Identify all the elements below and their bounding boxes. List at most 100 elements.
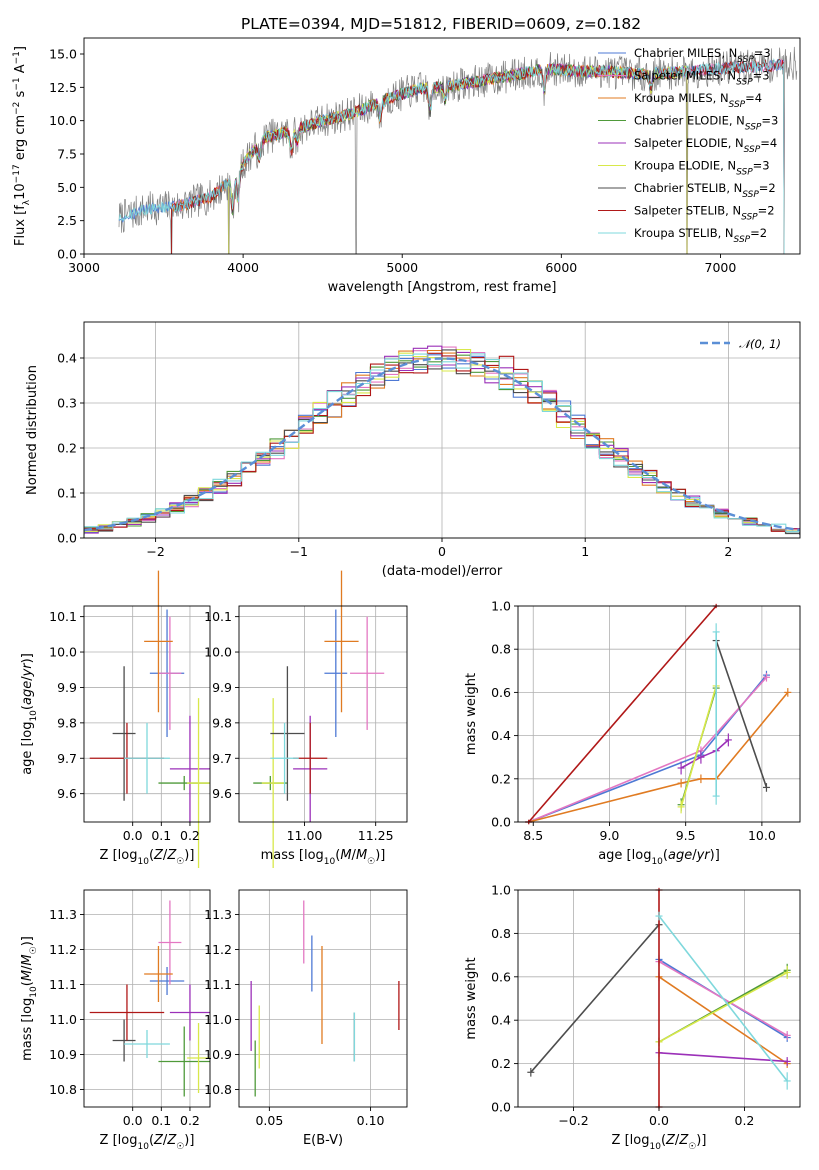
y-tick-label: 12.5 <box>49 80 77 95</box>
y-tick-label: 0.4 <box>491 1013 511 1028</box>
label-part: Flux [f <box>13 205 28 246</box>
label-part: Chabrier MILES, N <box>634 46 737 60</box>
label-part: SSP <box>734 235 751 245</box>
model-line-chabrier-stelib <box>171 58 785 254</box>
label-part: M <box>356 848 367 863</box>
y-tick-label: 0.3 <box>57 396 77 411</box>
y-tick-label: 2.5 <box>57 213 77 228</box>
x-tick-label: 7000 <box>705 260 737 275</box>
y-tick-label: 9.9 <box>212 680 232 695</box>
label-part: Z <box>665 1133 676 1148</box>
age-vs-Z-panel: 0.0 0.1 0.29.69.79.89.910.010.1Z [log10(Z/… <box>20 570 211 869</box>
residuals-panel: −2 −1 0 1 2 0.0 0.1 0.2 0.3 0.4 (data-model)/error… <box>25 321 801 579</box>
y-tick-label: 11.1 <box>49 977 77 992</box>
y-axis-label: age [log10(age/yr)] <box>20 653 39 775</box>
x-tick-label: 0.10 <box>357 1113 385 1128</box>
spectrum-panel: 3000 4000 5000 6000 7000 0.0 2.5 5.0 7.5 10.0 12.5… <box>12 37 801 295</box>
label-part: ☉ <box>29 946 39 954</box>
label-part: )] <box>184 1133 194 1148</box>
x-tick-label: 3000 <box>68 260 100 275</box>
x-tick-label: 11.25 <box>358 828 394 843</box>
label-part: / <box>352 848 357 863</box>
y-tick-label: 1.0 <box>491 883 511 898</box>
label-part: =4 <box>745 91 762 105</box>
label-part: 10 <box>649 1142 661 1152</box>
x-tick-label: −1 <box>290 544 308 559</box>
y-tick-label: 0.0 <box>57 247 77 262</box>
axes-frame <box>238 889 408 1108</box>
label-part: Chabrier STELIB, N <box>634 181 742 195</box>
x-tick-label: 1 <box>581 544 589 559</box>
label-part: )] <box>184 848 194 863</box>
label-part: SSP <box>745 123 762 133</box>
x-tick-label: −2 <box>146 544 164 559</box>
label-part: Z <box>166 848 177 863</box>
y-tick-label: 11.3 <box>49 907 77 922</box>
label-part: Z [log <box>100 1133 138 1148</box>
label-part: / <box>163 1133 168 1148</box>
mass-vs-Z-panel: 0.0 0.1 0.210.810.911.011.111.211.3Z [log1… <box>20 889 211 1152</box>
x-tick-label: 0.1 <box>151 1113 171 1128</box>
label-part: =3 <box>753 69 770 83</box>
label-part: / <box>163 848 168 863</box>
label-part: )] <box>375 848 385 863</box>
x-axis-label: E(B-V) <box>303 1133 343 1148</box>
label-part: 10 <box>29 986 39 998</box>
y-axis-label: Flux [fλ10−17 erg cm−2 s−1 A−1] <box>12 46 32 246</box>
y-tick-label: 11.0 <box>49 1012 77 1027</box>
y-axis-label: mass weight <box>464 957 479 1039</box>
label-part: age <box>20 681 35 705</box>
weight-line-kroupa-miles <box>528 691 789 823</box>
y-tick-label: 0.4 <box>491 728 511 743</box>
label-part: 10 <box>137 1142 149 1152</box>
label-part: =2 <box>759 181 776 195</box>
label-part: yr <box>696 848 712 863</box>
label-part: =4 <box>760 136 777 150</box>
legend-entry-chabrier-elodie: Chabrier ELODIE, NSSP=3 <box>634 114 778 133</box>
label-part: =2 <box>750 226 767 240</box>
label-part: ☉ <box>367 857 375 867</box>
x-tick-label: 8.5 <box>523 828 543 843</box>
y-tick-label: 9.6 <box>57 786 77 801</box>
y-tick-label: 11.1 <box>204 977 232 992</box>
label-part: ( <box>663 848 668 863</box>
legend-entry-salpeter-elodie: Salpeter ELODIE, NSSP=4 <box>634 136 777 155</box>
y-tick-label: 10.0 <box>204 645 232 660</box>
y-tick-label: 5.0 <box>57 180 77 195</box>
label-part: Kroupa STELIB, N <box>634 226 734 240</box>
x-axis-label: wavelength [Angstrom, rest frame] <box>328 280 557 295</box>
label-part: )] <box>696 1133 706 1148</box>
legend-entry-kroupa-stelib: Kroupa STELIB, NSSP=2 <box>634 226 767 245</box>
label-part: SSP <box>736 78 753 88</box>
label-part: ( <box>20 705 35 710</box>
label-part: 10 <box>651 857 663 867</box>
y-tick-label: 10.9 <box>204 1047 232 1062</box>
label-part: Z <box>166 1133 177 1148</box>
label-part: Salpeter MILES, N <box>634 69 736 83</box>
label-part: SSP <box>741 213 758 223</box>
label-part: erg cm <box>13 115 28 164</box>
y-tick-label: 0.2 <box>57 441 77 456</box>
label-part: yr <box>20 662 35 678</box>
y-tick-label: 0.4 <box>57 351 77 366</box>
label-part: A <box>13 64 28 77</box>
age-vs-mass-panel: 11.00 11.25 9.6 9.7 9.8 9.9 10.0 10.1 mass [log1… <box>204 570 408 869</box>
label-part: Salpeter STELIB, N <box>634 204 741 218</box>
weight-line-chabrier-stelib <box>530 924 660 1073</box>
label-part: Z [log <box>612 1133 650 1148</box>
label-part: M <box>20 954 35 965</box>
label-part: age [log <box>598 848 651 863</box>
y-tick-label: 0.8 <box>491 926 511 941</box>
normal-curve-line <box>84 357 800 532</box>
axes-frame <box>517 605 801 823</box>
label-part: Z <box>153 848 164 863</box>
x-axis-label: Z [log10(Z/Z☉)] <box>100 1133 195 1152</box>
y-tick-label: 0.0 <box>57 531 77 546</box>
label-part: ☉ <box>176 1142 184 1152</box>
label-part: 10 <box>29 710 39 722</box>
label-part: / <box>20 965 35 970</box>
label-part: mass [log <box>20 998 35 1061</box>
axes-frame <box>238 605 408 823</box>
label-part: Normed distribution <box>25 365 40 495</box>
